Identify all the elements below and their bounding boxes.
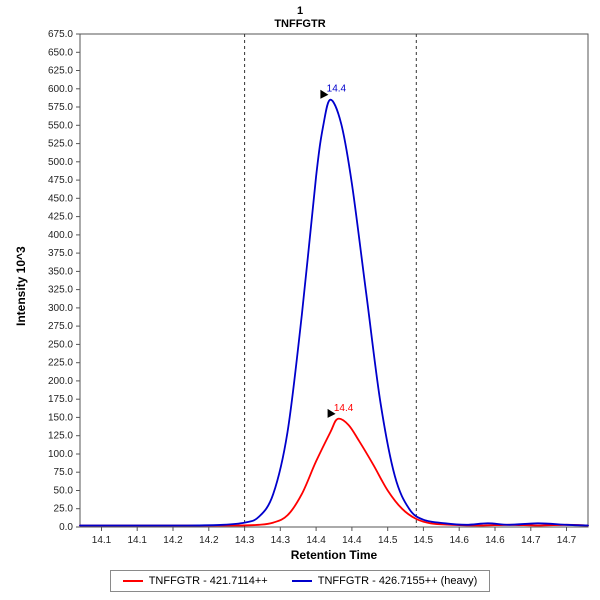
y-tick-label: 275.0 bbox=[48, 321, 73, 332]
chart-title: 1 bbox=[296, 5, 304, 17]
peak-annotation-label[interactable]: 14.4 bbox=[327, 84, 347, 95]
legend: TNFFGTR - 421.7114++ TNFFGTR - 426.7155+… bbox=[0, 570, 600, 592]
legend-label-light: TNFFGTR - 421.7114++ bbox=[148, 575, 268, 587]
chart-title-block: 1 TNFFGTR bbox=[0, 5, 600, 31]
legend-swatch-heavy bbox=[291, 580, 312, 582]
y-tick-label: 650.0 bbox=[48, 47, 73, 58]
y-tick-label: 325.0 bbox=[48, 285, 73, 296]
peak-annotation-arrow-icon bbox=[320, 89, 329, 99]
y-tick-label: 550.0 bbox=[48, 120, 73, 131]
y-tick-label: 200.0 bbox=[48, 376, 73, 387]
x-tick-label: 14.2 bbox=[199, 535, 219, 546]
chromatogram-trace-light[interactable] bbox=[79, 417, 589, 527]
y-tick-label: 425.0 bbox=[48, 212, 73, 223]
y-tick-label: 250.0 bbox=[48, 339, 73, 350]
y-tick-label: 500.0 bbox=[48, 157, 73, 168]
y-tick-label: 175.0 bbox=[48, 394, 73, 405]
y-tick-label: 300.0 bbox=[48, 303, 73, 314]
chart-subtitle: TNFFGTR bbox=[274, 18, 326, 30]
legend-label-heavy: TNFFGTR - 426.7155++ (heavy) bbox=[317, 575, 478, 587]
legend-entry-light: TNFFGTR - 421.7114++ bbox=[122, 575, 268, 587]
plot-border bbox=[79, 33, 589, 528]
y-tick-label: 75.0 bbox=[54, 467, 74, 478]
peak-annotation-arrow-icon bbox=[327, 408, 336, 418]
y-tick-label: 150.0 bbox=[48, 412, 73, 423]
chromatogram-plot[interactable]: 0.0 25.0 50.0 75.0 100.0 125.0 150.0 175.0 200.0… bbox=[0, 30, 600, 550]
x-tick-label: 14.7 bbox=[521, 535, 541, 546]
x-tick-label: 14.3 bbox=[235, 535, 255, 546]
x-tick-label: 14.6 bbox=[485, 535, 505, 546]
legend-swatch-light bbox=[122, 580, 143, 582]
x-tick-label: 14.4 bbox=[306, 535, 326, 546]
y-tick-label: 625.0 bbox=[48, 66, 73, 77]
y-tick-label: 600.0 bbox=[48, 84, 73, 95]
y-tick-label: 100.0 bbox=[48, 449, 73, 460]
y-tick-label: 450.0 bbox=[48, 193, 73, 204]
x-tick-label: 14.2 bbox=[163, 535, 183, 546]
y-tick-label: 675.0 bbox=[48, 30, 73, 40]
x-tick-label: 14.5 bbox=[378, 535, 398, 546]
legend-entry-heavy: TNFFGTR - 426.7155++ (heavy) bbox=[291, 575, 478, 587]
y-tick-label: 375.0 bbox=[48, 248, 73, 259]
chromatogram-trace-heavy[interactable] bbox=[79, 98, 589, 527]
y-tick-label: 225.0 bbox=[48, 358, 73, 369]
x-tick-label: 14.3 bbox=[271, 535, 291, 546]
x-tick-label: 14.1 bbox=[92, 535, 112, 546]
x-tick-label: 14.4 bbox=[342, 535, 362, 546]
y-tick-label: 50.0 bbox=[54, 486, 74, 497]
y-tick-label: 525.0 bbox=[48, 139, 73, 150]
x-tick-label: 14.1 bbox=[127, 535, 147, 546]
y-tick-label: 475.0 bbox=[48, 175, 73, 186]
y-tick-label: 575.0 bbox=[48, 102, 73, 113]
x-tick-label: 14.5 bbox=[414, 535, 434, 546]
y-tick-label: 25.0 bbox=[54, 504, 74, 515]
y-tick-label: 125.0 bbox=[48, 431, 73, 442]
peak-annotation-label[interactable]: 14.4 bbox=[334, 403, 354, 414]
x-axis-label: Retention Time bbox=[290, 548, 378, 562]
y-tick-label: 0.0 bbox=[59, 522, 73, 533]
y-tick-label: 400.0 bbox=[48, 230, 73, 241]
y-axis-label: Intensity 10^3 bbox=[14, 246, 28, 326]
x-tick-label: 14.7 bbox=[557, 535, 577, 546]
legend-box: TNFFGTR - 421.7114++ TNFFGTR - 426.7155+… bbox=[109, 570, 491, 592]
y-tick-label: 350.0 bbox=[48, 266, 73, 277]
x-tick-label: 14.6 bbox=[449, 535, 469, 546]
